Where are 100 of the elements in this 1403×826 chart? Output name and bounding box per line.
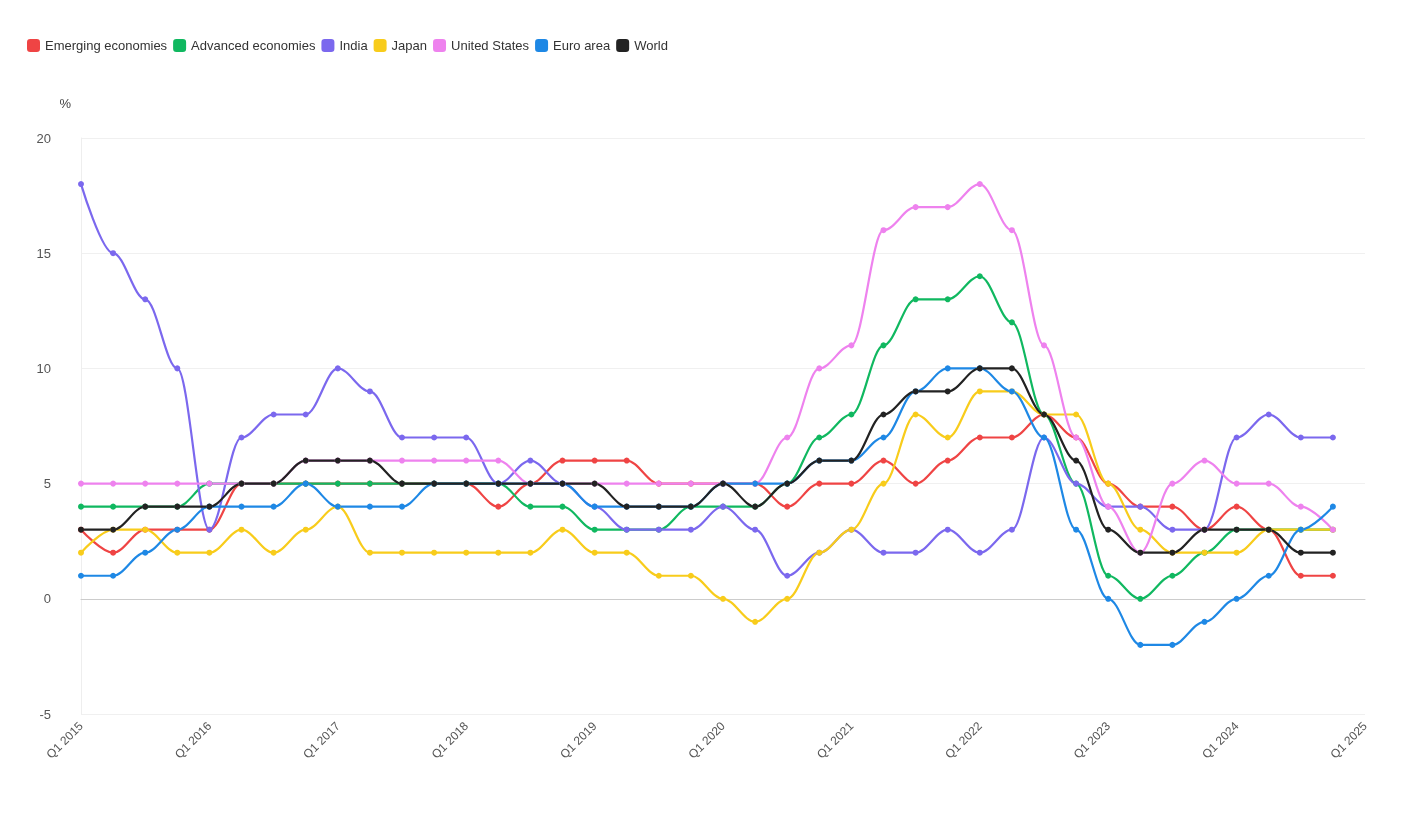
point <box>880 411 887 418</box>
point <box>784 434 791 441</box>
point <box>1169 572 1176 579</box>
point <box>880 227 887 234</box>
point <box>78 181 84 188</box>
point <box>559 457 566 464</box>
point <box>880 434 887 441</box>
point <box>1105 572 1112 579</box>
point <box>495 549 502 556</box>
point <box>912 480 919 487</box>
point <box>976 549 983 556</box>
point <box>431 457 438 464</box>
point <box>880 457 887 464</box>
point <box>816 480 823 487</box>
point <box>238 434 245 441</box>
point <box>976 181 983 188</box>
point <box>591 526 598 533</box>
point <box>912 411 919 418</box>
point <box>1297 503 1304 510</box>
point <box>1329 434 1336 441</box>
point <box>399 434 405 441</box>
point <box>270 549 277 556</box>
point <box>912 549 919 556</box>
legend-label: Advanced economies <box>191 38 316 53</box>
point <box>334 365 341 372</box>
point <box>302 526 309 533</box>
point <box>206 549 213 556</box>
legend-label: Euro area <box>553 38 611 53</box>
point <box>142 296 149 303</box>
point <box>399 549 405 556</box>
point <box>366 549 373 556</box>
point <box>270 503 277 510</box>
point <box>78 572 84 579</box>
point <box>527 503 534 510</box>
point <box>1041 342 1047 349</box>
point <box>110 250 117 257</box>
point <box>174 365 181 372</box>
point <box>623 549 630 556</box>
point <box>848 342 855 349</box>
point <box>1008 526 1015 533</box>
point <box>848 480 855 487</box>
point <box>944 204 951 211</box>
point <box>1233 480 1240 487</box>
point <box>270 411 277 418</box>
point <box>944 296 951 303</box>
point <box>463 434 470 441</box>
point <box>1137 526 1144 533</box>
point <box>591 457 598 464</box>
point <box>78 549 84 556</box>
point <box>880 549 887 556</box>
point <box>110 549 117 556</box>
point <box>912 204 919 211</box>
point <box>944 365 951 372</box>
point <box>1008 434 1015 441</box>
point <box>591 549 598 556</box>
point <box>1297 572 1304 579</box>
point <box>1201 618 1208 625</box>
y-axis-title: % <box>59 96 72 111</box>
point <box>1073 457 1080 464</box>
point <box>431 549 438 556</box>
legend-label: Japan <box>391 38 428 53</box>
point <box>1169 641 1176 648</box>
point <box>527 549 534 556</box>
point <box>784 503 791 510</box>
point <box>687 526 694 533</box>
point <box>110 480 117 487</box>
point <box>944 526 951 533</box>
point <box>431 434 438 441</box>
point <box>110 503 117 510</box>
point <box>976 388 983 395</box>
point <box>944 388 951 395</box>
point <box>655 572 662 579</box>
y-tick-label: 5 <box>43 476 51 492</box>
point <box>1073 411 1080 418</box>
point <box>1008 227 1015 234</box>
point <box>142 480 149 487</box>
point <box>1329 503 1336 510</box>
legend-label: United States <box>451 38 530 53</box>
point <box>1169 526 1176 533</box>
point <box>1233 595 1240 602</box>
point <box>720 595 726 602</box>
point <box>623 480 630 487</box>
point <box>1233 549 1240 556</box>
legend-label: World <box>634 38 668 53</box>
point <box>784 595 791 602</box>
point <box>1008 319 1015 326</box>
point <box>784 572 791 579</box>
point <box>1329 549 1336 556</box>
point <box>399 457 405 464</box>
point <box>816 365 823 372</box>
point <box>366 503 373 510</box>
point <box>912 296 919 303</box>
point <box>1073 526 1080 533</box>
y-tick-label: -5 <box>39 706 51 722</box>
point <box>848 411 855 418</box>
point <box>1169 480 1176 487</box>
point <box>399 503 405 510</box>
y-tick-label: 0 <box>43 591 51 607</box>
point <box>1329 572 1336 579</box>
point <box>752 618 759 625</box>
